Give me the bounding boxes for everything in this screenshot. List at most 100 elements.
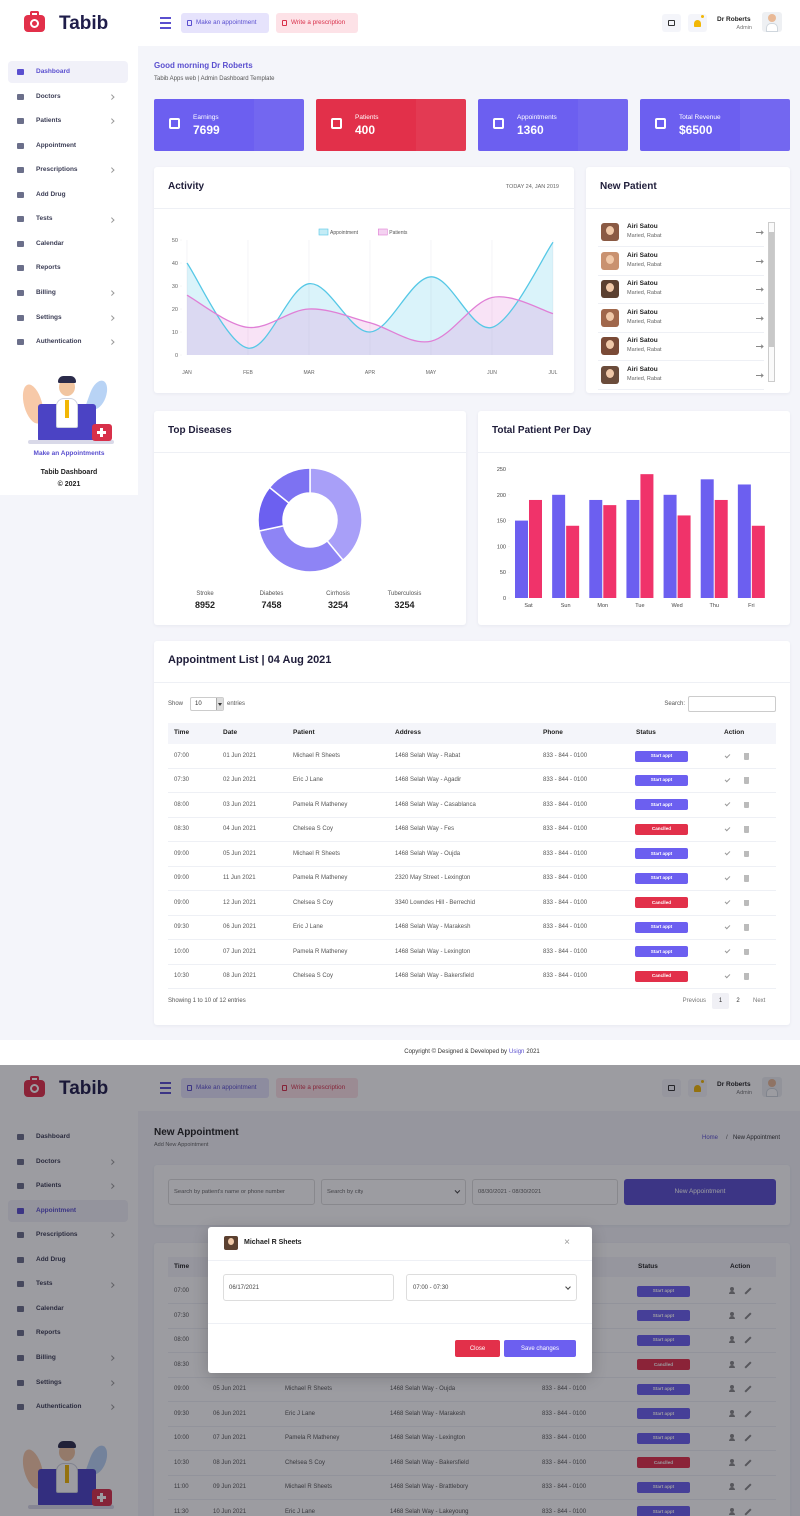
- menu-item[interactable]: Authentication: [36, 1403, 82, 1411]
- trash-icon[interactable]: [744, 826, 749, 833]
- status-badge[interactable]: [635, 823, 688, 835]
- fullscreen-button[interactable]: [662, 14, 681, 32]
- status-badge[interactable]: [635, 897, 688, 909]
- header-button[interactable]: [276, 13, 358, 33]
- promo-link[interactable]: Make an Appointments: [33, 450, 105, 457]
- filter-input[interactable]: [321, 1179, 466, 1205]
- close-button[interactable]: [455, 1340, 500, 1357]
- arrow-line[interactable]: [756, 260, 763, 262]
- status-badge[interactable]: [637, 1432, 690, 1444]
- arrow-line[interactable]: [756, 317, 763, 319]
- menu-toggle-line[interactable]: [160, 1092, 171, 1094]
- filter-input[interactable]: [472, 1179, 618, 1205]
- user-icon-head[interactable]: [730, 1507, 734, 1512]
- menu-item[interactable]: Patients: [36, 1182, 62, 1190]
- user-icon-head[interactable]: [730, 1360, 734, 1365]
- header-button[interactable]: [276, 1078, 358, 1098]
- filter-input[interactable]: [168, 1179, 315, 1205]
- trash-icon[interactable]: [744, 948, 749, 956]
- trash-icon[interactable]: [744, 801, 749, 809]
- menu-item[interactable]: Appointment: [36, 141, 77, 149]
- user-icon-head[interactable]: [730, 1311, 734, 1316]
- trash-icon[interactable]: [744, 753, 749, 760]
- status-badge[interactable]: [635, 774, 688, 786]
- status-badge[interactable]: [635, 970, 688, 982]
- pagination-page[interactable]: 2: [736, 998, 740, 1004]
- menu-item[interactable]: Settings: [36, 313, 62, 321]
- header-button-label[interactable]: Write a prescription: [291, 1084, 346, 1091]
- arrow-line[interactable]: [756, 374, 763, 376]
- menu-item[interactable]: Tests: [36, 1280, 53, 1288]
- menu-item[interactable]: Settings: [36, 1378, 62, 1386]
- header-button-label[interactable]: Write a prescription: [291, 19, 346, 26]
- menu-item[interactable]: Add Drug: [36, 190, 66, 198]
- status-badge[interactable]: [637, 1285, 690, 1297]
- menu-item[interactable]: Tests: [36, 215, 53, 223]
- status-badge[interactable]: [637, 1457, 690, 1468]
- header-button-label[interactable]: Make an appointment: [196, 1084, 257, 1091]
- menu-item[interactable]: Appointment: [36, 1206, 77, 1214]
- menu-item[interactable]: Dashboard: [36, 1133, 70, 1140]
- menu-toggle-line[interactable]: [160, 27, 171, 29]
- status-badge[interactable]: [637, 1334, 690, 1346]
- modal-close-icon[interactable]: ×: [564, 1237, 570, 1248]
- menu-item[interactable]: Billing: [36, 1353, 56, 1361]
- fullscreen-button[interactable]: [662, 1079, 681, 1097]
- page-size-select[interactable]: [190, 697, 224, 711]
- menu-item[interactable]: Doctors: [36, 1157, 61, 1165]
- menu-toggle-line[interactable]: [160, 1082, 171, 1084]
- user-icon-head[interactable]: [730, 1434, 734, 1438]
- status-badge[interactable]: [637, 1383, 690, 1395]
- user-icon-head[interactable]: [730, 1458, 734, 1463]
- new-appointment-button[interactable]: [624, 1179, 776, 1205]
- trash-icon[interactable]: [744, 850, 749, 858]
- status-badge[interactable]: [637, 1310, 690, 1321]
- time-select[interactable]: [406, 1274, 577, 1301]
- trash-icon[interactable]: [744, 899, 749, 907]
- menu-item[interactable]: Add Drug: [36, 1255, 66, 1263]
- trash-icon[interactable]: [744, 924, 749, 931]
- status-badge[interactable]: [637, 1408, 690, 1419]
- new-appointment-label[interactable]: New Appointment: [674, 1188, 726, 1195]
- status-badge[interactable]: [635, 921, 688, 933]
- header-button[interactable]: [181, 13, 269, 33]
- menu-item[interactable]: Prescriptions: [36, 166, 78, 174]
- user-icon-head[interactable]: [730, 1287, 734, 1291]
- menu-item[interactable]: Calendar: [36, 239, 64, 247]
- status-badge[interactable]: [635, 872, 688, 884]
- trash-icon[interactable]: [744, 973, 749, 980]
- pagination-next[interactable]: Next: [753, 998, 766, 1004]
- save-button[interactable]: [504, 1340, 576, 1357]
- pagination-prev[interactable]: Previous: [682, 998, 706, 1004]
- pagination-page[interactable]: 1: [718, 998, 723, 1004]
- user-icon-head[interactable]: [730, 1483, 734, 1487]
- menu-item[interactable]: Doctors: [36, 92, 61, 100]
- status-badge[interactable]: [637, 1481, 690, 1493]
- search-input[interactable]: [688, 696, 776, 712]
- header-button-label[interactable]: Make an appointment: [196, 19, 257, 26]
- footer-link[interactable]: Usign: [509, 1049, 525, 1055]
- menu-item[interactable]: Billing: [36, 288, 56, 296]
- arrow-line[interactable]: [756, 346, 763, 347]
- menu-item[interactable]: Reports: [36, 264, 61, 272]
- user-icon-head[interactable]: [730, 1385, 734, 1389]
- header-button[interactable]: [181, 1078, 269, 1098]
- date-input[interactable]: [223, 1274, 394, 1301]
- status-badge[interactable]: [635, 946, 688, 958]
- menu-item[interactable]: Prescriptions: [36, 1231, 78, 1239]
- status-badge[interactable]: [637, 1506, 690, 1516]
- close-button-label[interactable]: Close: [469, 1345, 486, 1352]
- user-icon-head[interactable]: [730, 1336, 734, 1340]
- menu-toggle-line[interactable]: [160, 22, 171, 24]
- trash-icon[interactable]: [744, 777, 749, 784]
- status-badge[interactable]: [637, 1359, 690, 1370]
- menu-item[interactable]: Patients: [36, 117, 62, 125]
- status-badge[interactable]: [635, 799, 688, 811]
- menu-toggle-line[interactable]: [160, 17, 171, 19]
- menu-item[interactable]: Calendar: [36, 1304, 64, 1312]
- status-badge[interactable]: [635, 750, 688, 762]
- user-icon-head[interactable]: [730, 1409, 734, 1414]
- arrow-line[interactable]: [756, 232, 763, 233]
- save-button-label[interactable]: Save changes: [520, 1345, 560, 1352]
- menu-toggle-line[interactable]: [160, 1087, 171, 1089]
